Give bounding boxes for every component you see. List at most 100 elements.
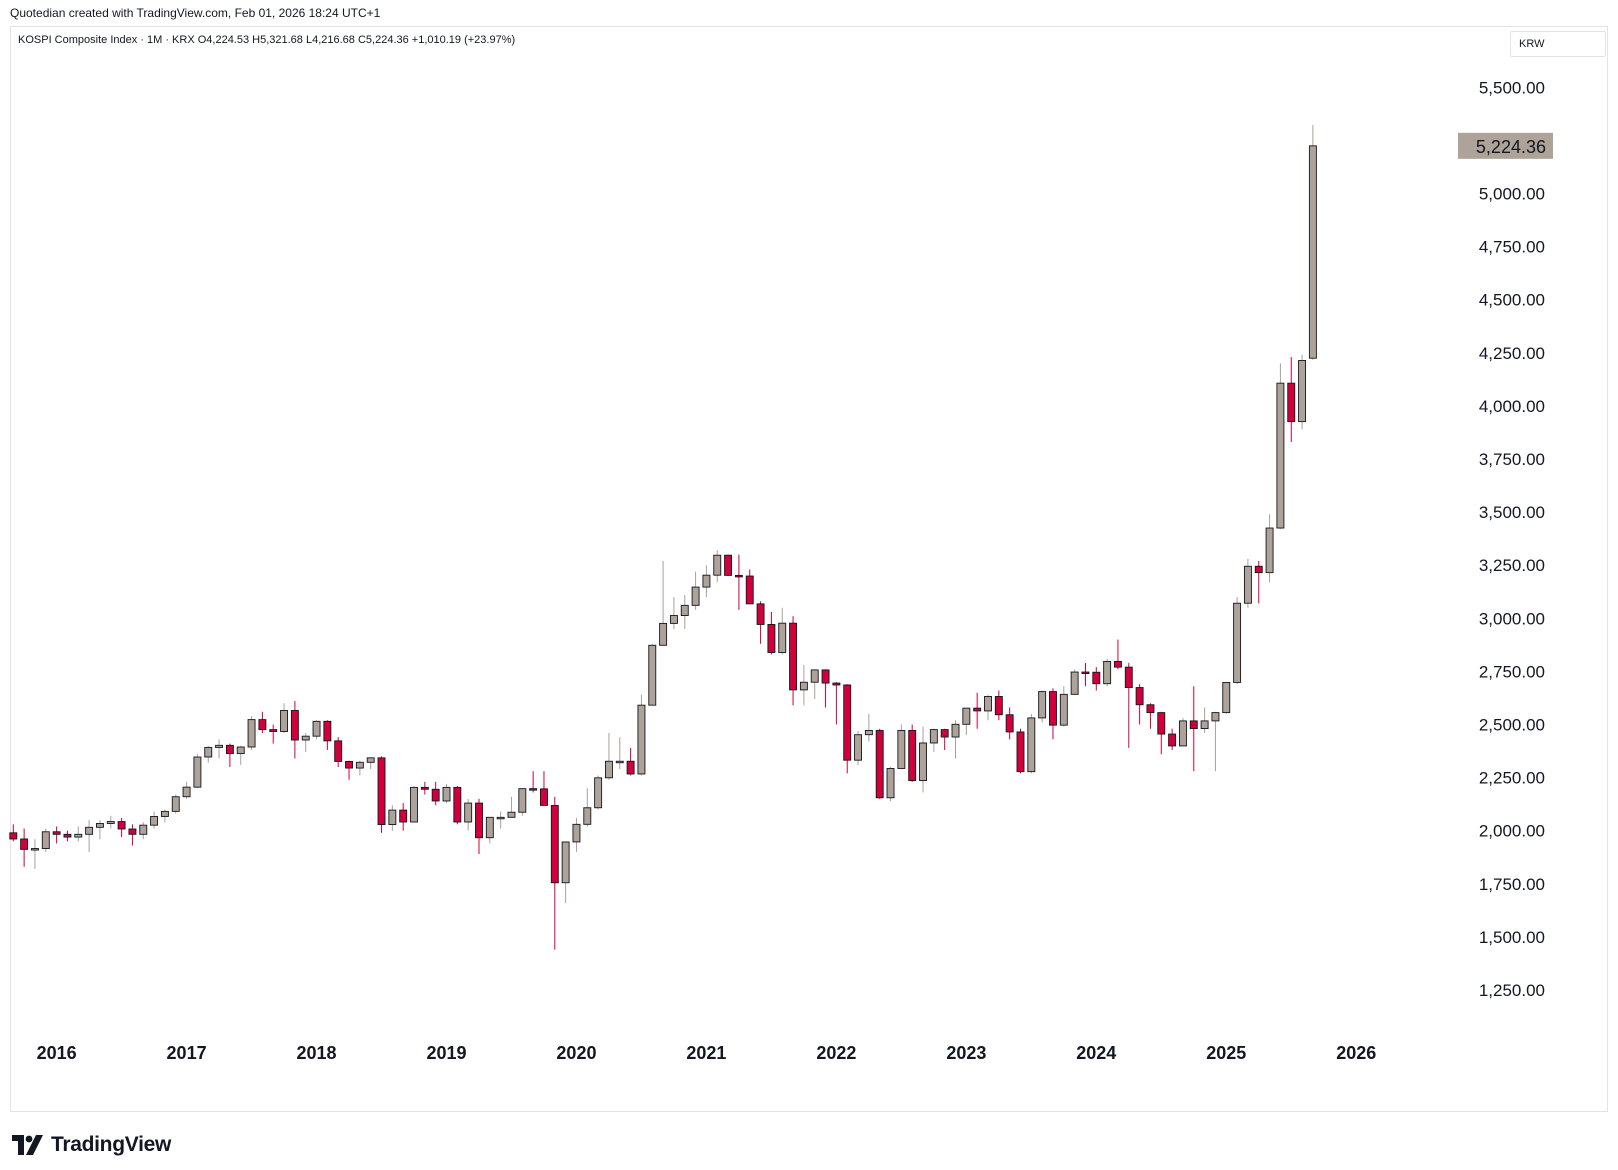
- candle-body: [41, 831, 50, 849]
- candle-body: [529, 788, 538, 791]
- candle-body: [301, 735, 310, 741]
- candle: [475, 798, 483, 855]
- candle-body: [1081, 671, 1090, 674]
- candle-body: [388, 809, 397, 825]
- candle: [85, 820, 94, 852]
- candle: [864, 713, 873, 742]
- candle: [875, 728, 884, 799]
- candle-body: [150, 816, 159, 826]
- candle-body: [160, 810, 169, 817]
- candle-body: [864, 729, 873, 736]
- candle: [724, 554, 733, 576]
- x-tick-label: 2025: [1206, 1043, 1246, 1063]
- candle-body: [572, 823, 581, 843]
- candle: [269, 724, 278, 744]
- y-tick-label: 1,750.00: [1479, 875, 1545, 894]
- x-tick-label: 2021: [686, 1043, 726, 1063]
- candle: [832, 682, 841, 725]
- candle-body: [648, 644, 657, 706]
- candle: [1103, 658, 1112, 687]
- candle: [355, 760, 364, 776]
- candle: [1038, 690, 1047, 723]
- candle: [648, 643, 657, 706]
- candle: [984, 694, 992, 721]
- candle-body: [1276, 382, 1285, 529]
- price-axis: 1,250.00 1,500.00 1,750.00 2,000.00 2,250.00…: [1479, 78, 1545, 1000]
- candle: [1287, 357, 1296, 443]
- candle-body: [702, 574, 711, 588]
- candle: [106, 815, 115, 829]
- candle-body: [1254, 565, 1263, 574]
- currency-selector[interactable]: KRW: [1510, 31, 1606, 57]
- candle: [128, 824, 137, 846]
- candle-body: [345, 761, 353, 769]
- candle-body: [453, 786, 462, 823]
- candle-body: [1189, 720, 1198, 729]
- candle-body: [31, 848, 39, 851]
- candle: [31, 839, 39, 869]
- candle-body: [128, 828, 137, 835]
- candle: [929, 728, 938, 753]
- y-tick-label: 1,500.00: [1479, 928, 1545, 947]
- candle: [1168, 728, 1177, 750]
- candle-body: [431, 788, 440, 802]
- candle-body: [312, 720, 321, 737]
- candle-body: [615, 760, 624, 764]
- candle: [301, 732, 310, 753]
- x-tick-label: 2018: [297, 1043, 337, 1063]
- candle-body: [821, 669, 830, 684]
- candle-body: [854, 734, 862, 761]
- candle-body: [1103, 660, 1112, 685]
- candle-body: [9, 832, 18, 840]
- candle-body: [1178, 720, 1187, 747]
- candle: [854, 730, 862, 765]
- candle-body: [85, 826, 94, 835]
- candle-body: [485, 816, 494, 839]
- candle: [1265, 514, 1274, 583]
- symbol-legend[interactable]: KOSPI Composite Index · 1M · KRX O4,224.…: [18, 34, 516, 46]
- y-tick-label: 3,500.00: [1479, 503, 1545, 522]
- candle-body: [74, 833, 83, 838]
- candle: [366, 757, 375, 770]
- x-tick-label: 2017: [167, 1043, 207, 1063]
- candle-body: [605, 760, 613, 779]
- candle: [713, 550, 722, 583]
- candle-body: [215, 744, 224, 748]
- candle-body: [193, 756, 202, 788]
- candle: [312, 720, 321, 740]
- candle: [1135, 684, 1144, 725]
- candle-body: [745, 575, 754, 605]
- candle-body: [1265, 527, 1274, 574]
- candle: [464, 798, 473, 831]
- candle: [1222, 681, 1231, 714]
- candle-body: [377, 757, 386, 825]
- candle: [139, 822, 148, 840]
- candle-body: [962, 707, 971, 725]
- y-tick-label: 5,000.00: [1479, 185, 1545, 204]
- candle: [496, 811, 505, 829]
- candle: [626, 747, 635, 776]
- candle-body: [366, 757, 375, 763]
- y-tick-label: 4,000.00: [1479, 397, 1545, 416]
- y-tick-label: 2,500.00: [1479, 716, 1545, 735]
- candle-body: [442, 786, 451, 802]
- candle-body: [724, 554, 733, 576]
- candle-body: [1124, 666, 1133, 688]
- candle-body: [583, 807, 592, 825]
- candle: [1005, 707, 1014, 740]
- candle-body: [171, 796, 180, 812]
- candle-body: [1059, 693, 1068, 726]
- brand: TradingView: [12, 1132, 171, 1158]
- candle: [258, 711, 267, 733]
- candle-body: [1287, 382, 1296, 423]
- candle: [518, 788, 527, 816]
- candle-body: [420, 786, 429, 790]
- candle: [951, 720, 960, 759]
- candle: [734, 554, 743, 610]
- candle-body: [52, 831, 61, 835]
- candle: [236, 745, 245, 765]
- candle-body: [1233, 602, 1242, 683]
- x-tick-label: 2019: [426, 1043, 466, 1063]
- candle: [410, 786, 418, 823]
